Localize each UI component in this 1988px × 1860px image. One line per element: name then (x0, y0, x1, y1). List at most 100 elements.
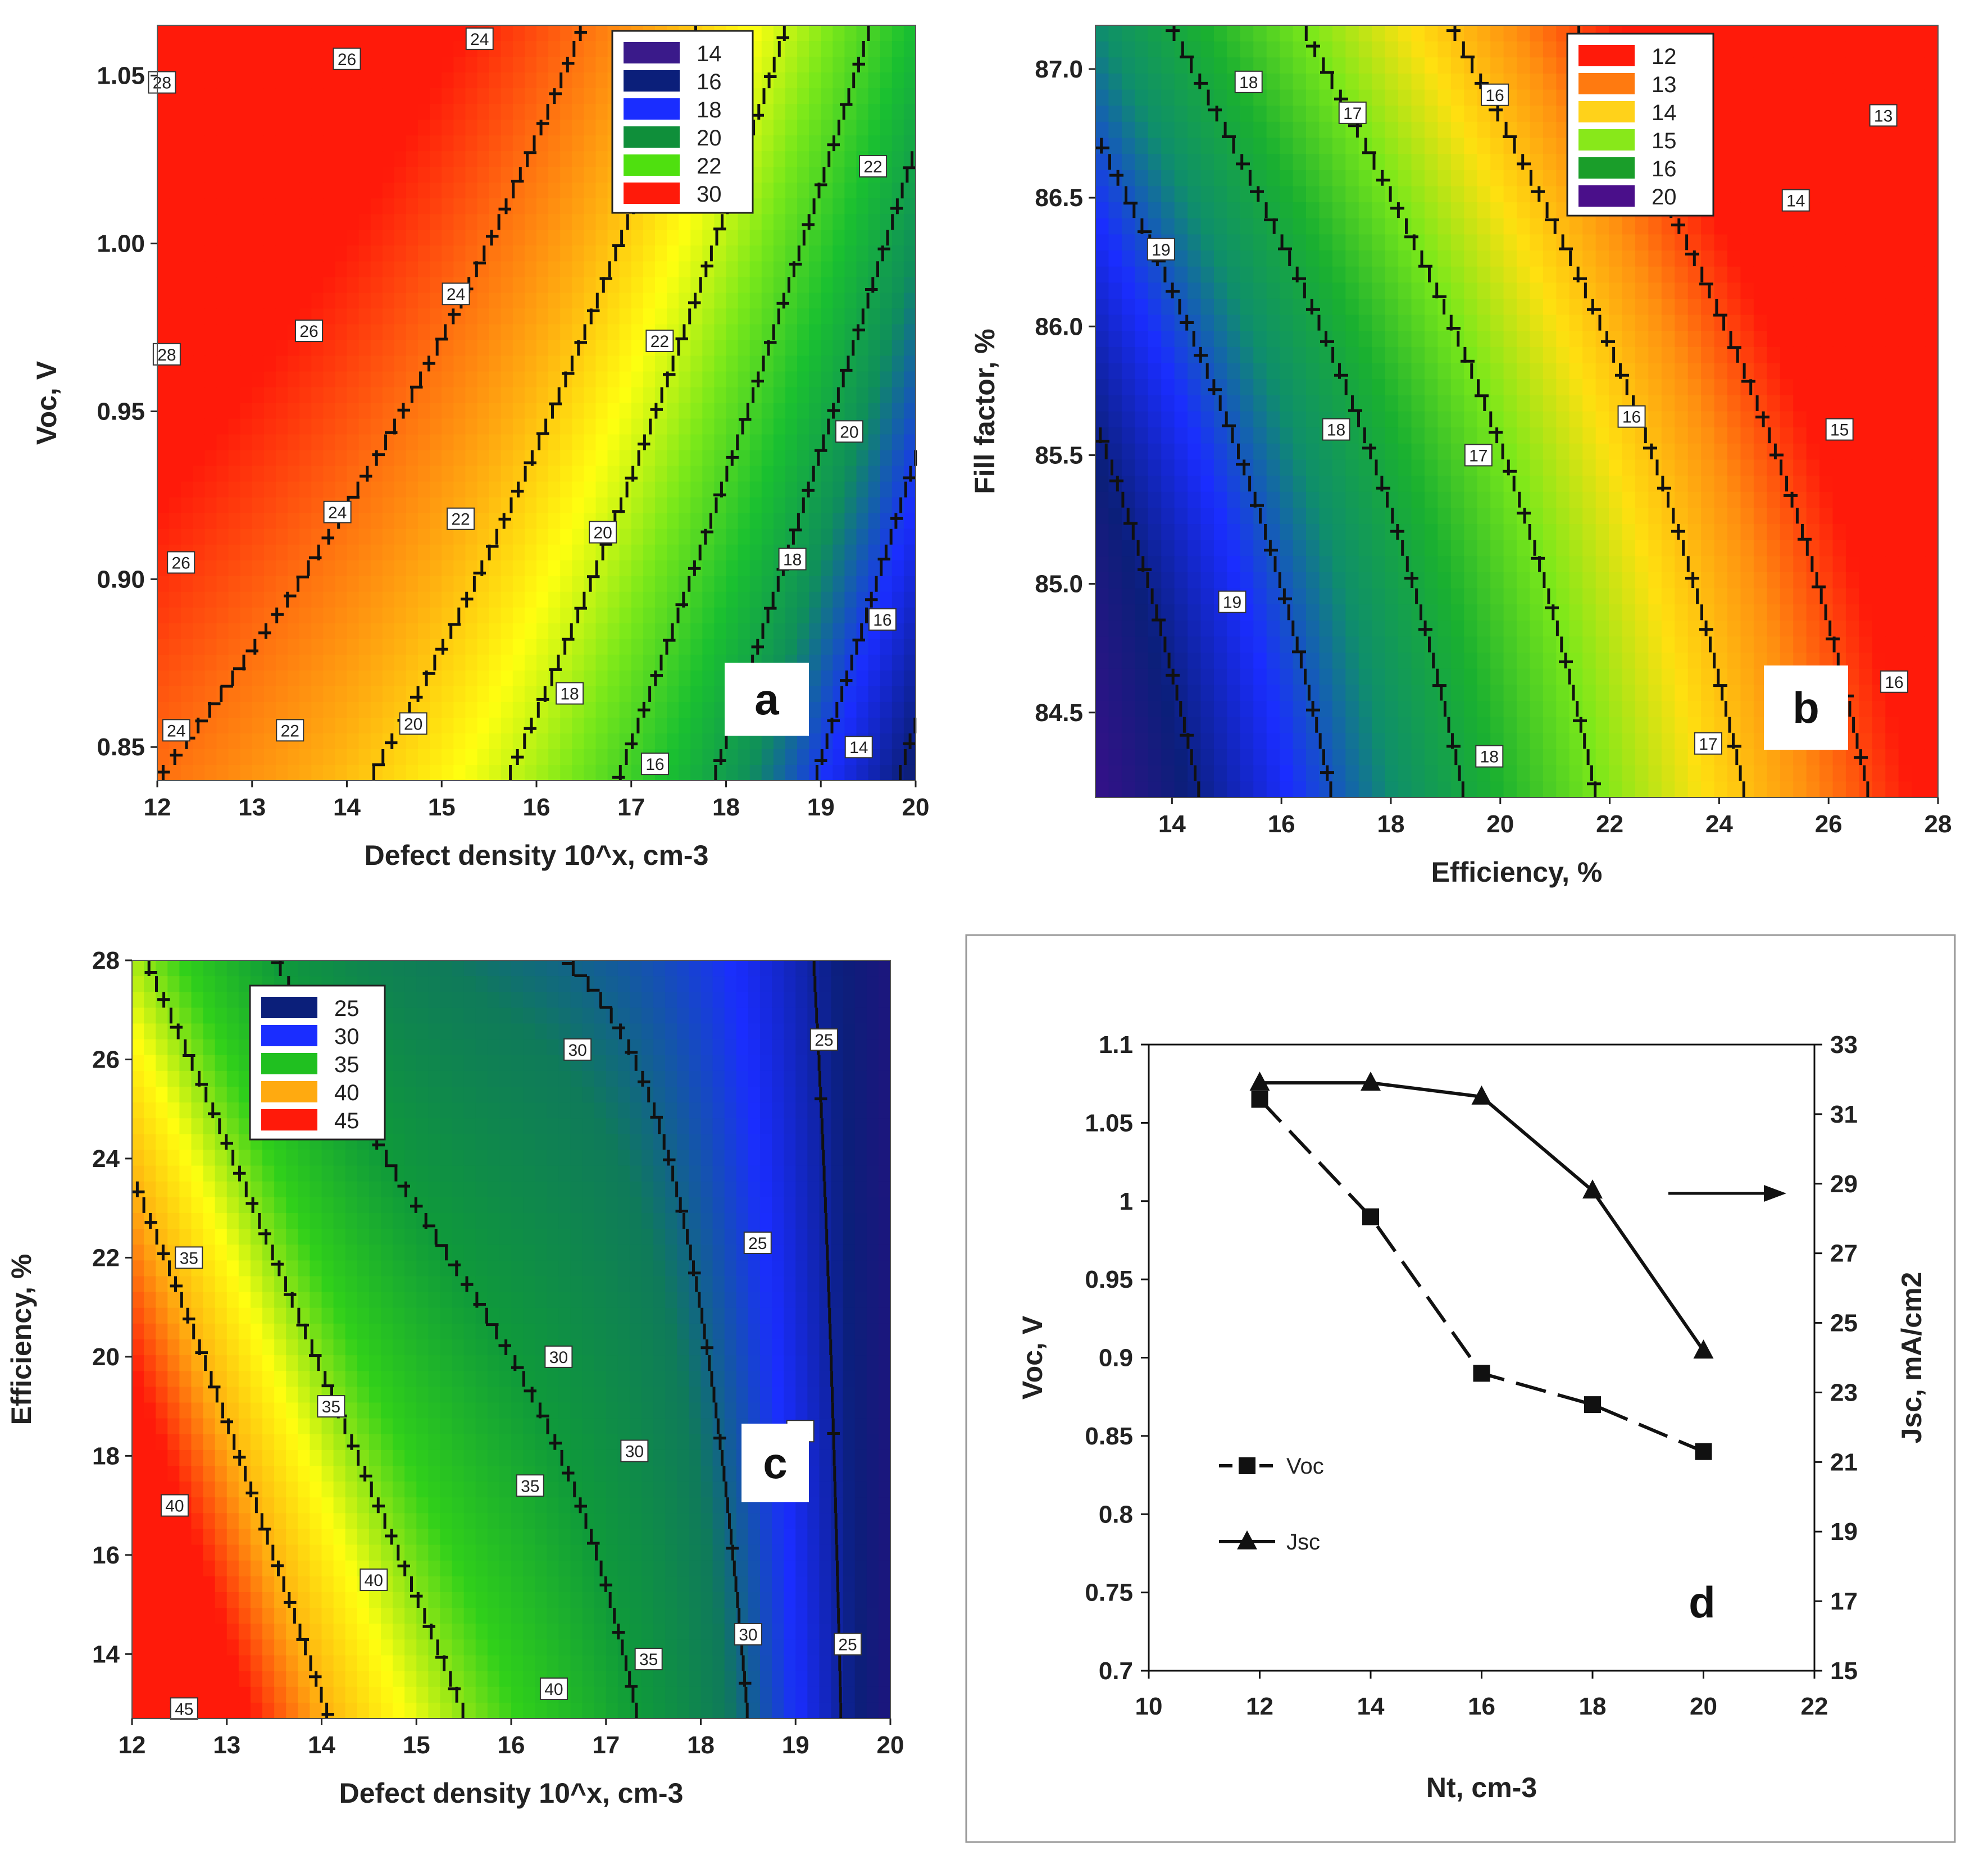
y-tick-label: 85.5 (1035, 441, 1083, 469)
contour-label-box (778, 548, 807, 571)
contour-value-label: 18 (560, 685, 579, 704)
x-tick-label: 16 (523, 794, 551, 821)
contour-value-label: 25 (838, 1636, 857, 1654)
contour-label-box (1781, 189, 1810, 212)
jsc-data-point (1471, 1085, 1492, 1105)
legend-entry-label: 45 (334, 1109, 360, 1133)
legend-swatch (624, 126, 680, 148)
y-tick-label: 16 (92, 1542, 120, 1569)
panel-letter: c (763, 1438, 787, 1488)
contour-line-0 (1095, 427, 1200, 797)
legend-entry-label: 30 (697, 182, 722, 207)
contour-value-label: 18 (1239, 74, 1258, 92)
legend-swatch (261, 1053, 317, 1074)
legend-entry-label: 13 (1652, 72, 1677, 97)
contour-value-label: 14 (849, 738, 868, 757)
contour-label-box (734, 1623, 762, 1645)
legend-entry-label: Voc (1286, 1454, 1324, 1479)
contour-value-label: 35 (521, 1477, 539, 1496)
contour-line-0 (899, 717, 917, 781)
contour-value-label: 17 (1469, 446, 1487, 465)
contour-label-box (276, 719, 304, 742)
y-tick-label: 86.0 (1035, 313, 1083, 340)
y-tick-label: 18 (92, 1442, 120, 1470)
contour-label-box (465, 27, 494, 50)
contour-value-label: 20 (593, 524, 612, 542)
panel-c-contour-chart: 30 25 35 30 25 35 30 25 35 40 40 30 35 25 40 45 12 13 14 15… (6, 947, 904, 1809)
y-tick-label: 0.95 (97, 398, 145, 425)
contour-value-label: 24 (470, 30, 489, 49)
legend-jsc-marker (1237, 1530, 1257, 1549)
y-tick-label: 85.0 (1035, 571, 1083, 598)
contour-label-box (175, 1246, 203, 1269)
contour-label-box (1218, 590, 1247, 613)
contour-value-label: 14 (1786, 192, 1805, 211)
legend-entry-label: 16 (697, 70, 722, 94)
y2-tick-label: 27 (1830, 1240, 1858, 1268)
contour-label-box (333, 47, 361, 70)
x-tick-label: 28 (1925, 810, 1952, 838)
y2-tick-label: 15 (1830, 1657, 1858, 1685)
contour-label-box (167, 551, 195, 574)
contour-value-label: 28 (157, 346, 176, 364)
legend-swatch (624, 154, 680, 176)
contour-line-4 (132, 1181, 334, 1718)
contour-line-2 (1166, 25, 1464, 797)
contour-label-box (360, 1568, 388, 1591)
x-tick-label: 10 (1135, 1693, 1163, 1720)
y2-axis-label: Jsc, mA/cm2 (1896, 1272, 1927, 1444)
y-tick-label: 24 (92, 1145, 120, 1173)
contour-label-box (516, 1474, 544, 1497)
y-tick-label: 86.5 (1035, 184, 1083, 212)
contour-value-label: 30 (568, 1041, 586, 1060)
contour-label-box (645, 329, 674, 352)
contour-value-label: 45 (175, 1700, 193, 1718)
contour-value-label: 18 (1480, 748, 1499, 767)
y2-tick-label: 25 (1830, 1310, 1858, 1337)
legend-swatch (1578, 45, 1635, 66)
contour-value-label: 28 (153, 74, 171, 93)
contour-label-box (1322, 418, 1350, 441)
x-tick-label: 18 (712, 794, 740, 821)
contour-value-label: 20 (404, 715, 422, 733)
contour-label-box (1481, 83, 1509, 106)
contour-value-label: 25 (748, 1234, 767, 1253)
x-tick-label: 22 (1596, 810, 1623, 838)
x-tick-label: 15 (428, 794, 456, 821)
panel-letter-box (725, 663, 809, 736)
x-tick-label: 18 (1377, 810, 1404, 838)
x-axis-label: Nt, cm-3 (1426, 1772, 1537, 1803)
contour-label-box (844, 736, 873, 759)
contour-value-label: 30 (739, 1626, 757, 1644)
legend-entry-label: 25 (334, 996, 360, 1021)
x-tick-label: 16 (1268, 810, 1295, 838)
legend-swatch (624, 70, 680, 92)
legend: 25 30 35 40 45 (249, 984, 386, 1141)
contour-value-label: 19 (1152, 241, 1170, 259)
y-tick-label: 1.00 (97, 230, 145, 258)
contour-value-label: 18 (1327, 421, 1345, 440)
contour-label-box (1464, 444, 1493, 467)
x-tick-label: 16 (1468, 1693, 1495, 1720)
x-tick-label: 24 (1705, 810, 1733, 838)
contour-value-label: 24 (328, 504, 347, 522)
x-tick-label: 15 (403, 1731, 430, 1759)
contour-value-label: 16 (873, 611, 891, 630)
contour-value-label: 24 (447, 285, 465, 304)
contour-fill (132, 960, 891, 1720)
x-tick-label: 26 (1815, 810, 1843, 838)
contour-value-label: 35 (180, 1249, 198, 1268)
contour-label-box (1338, 101, 1367, 124)
panel-d-line-chart: 10 12 14 16 18 20 22 0.7 0.75 0.8 0.85 0.9 0.95 1 1.05… (965, 934, 1956, 1843)
legend: Voc Jsc (1219, 1454, 1324, 1554)
legend-entry-label: 20 (697, 126, 722, 151)
y-tick-label: 1 (1120, 1188, 1133, 1215)
y-tick-label: 0.95 (1085, 1266, 1133, 1293)
contour-value-label: 26 (172, 554, 190, 572)
y2-tick-label: 29 (1830, 1170, 1858, 1198)
contour-line-2 (713, 151, 916, 781)
legend-entry-label: 22 (697, 154, 722, 179)
y-axis-label: Efficiency, % (6, 1254, 37, 1425)
contour-line-3 (612, 25, 870, 781)
